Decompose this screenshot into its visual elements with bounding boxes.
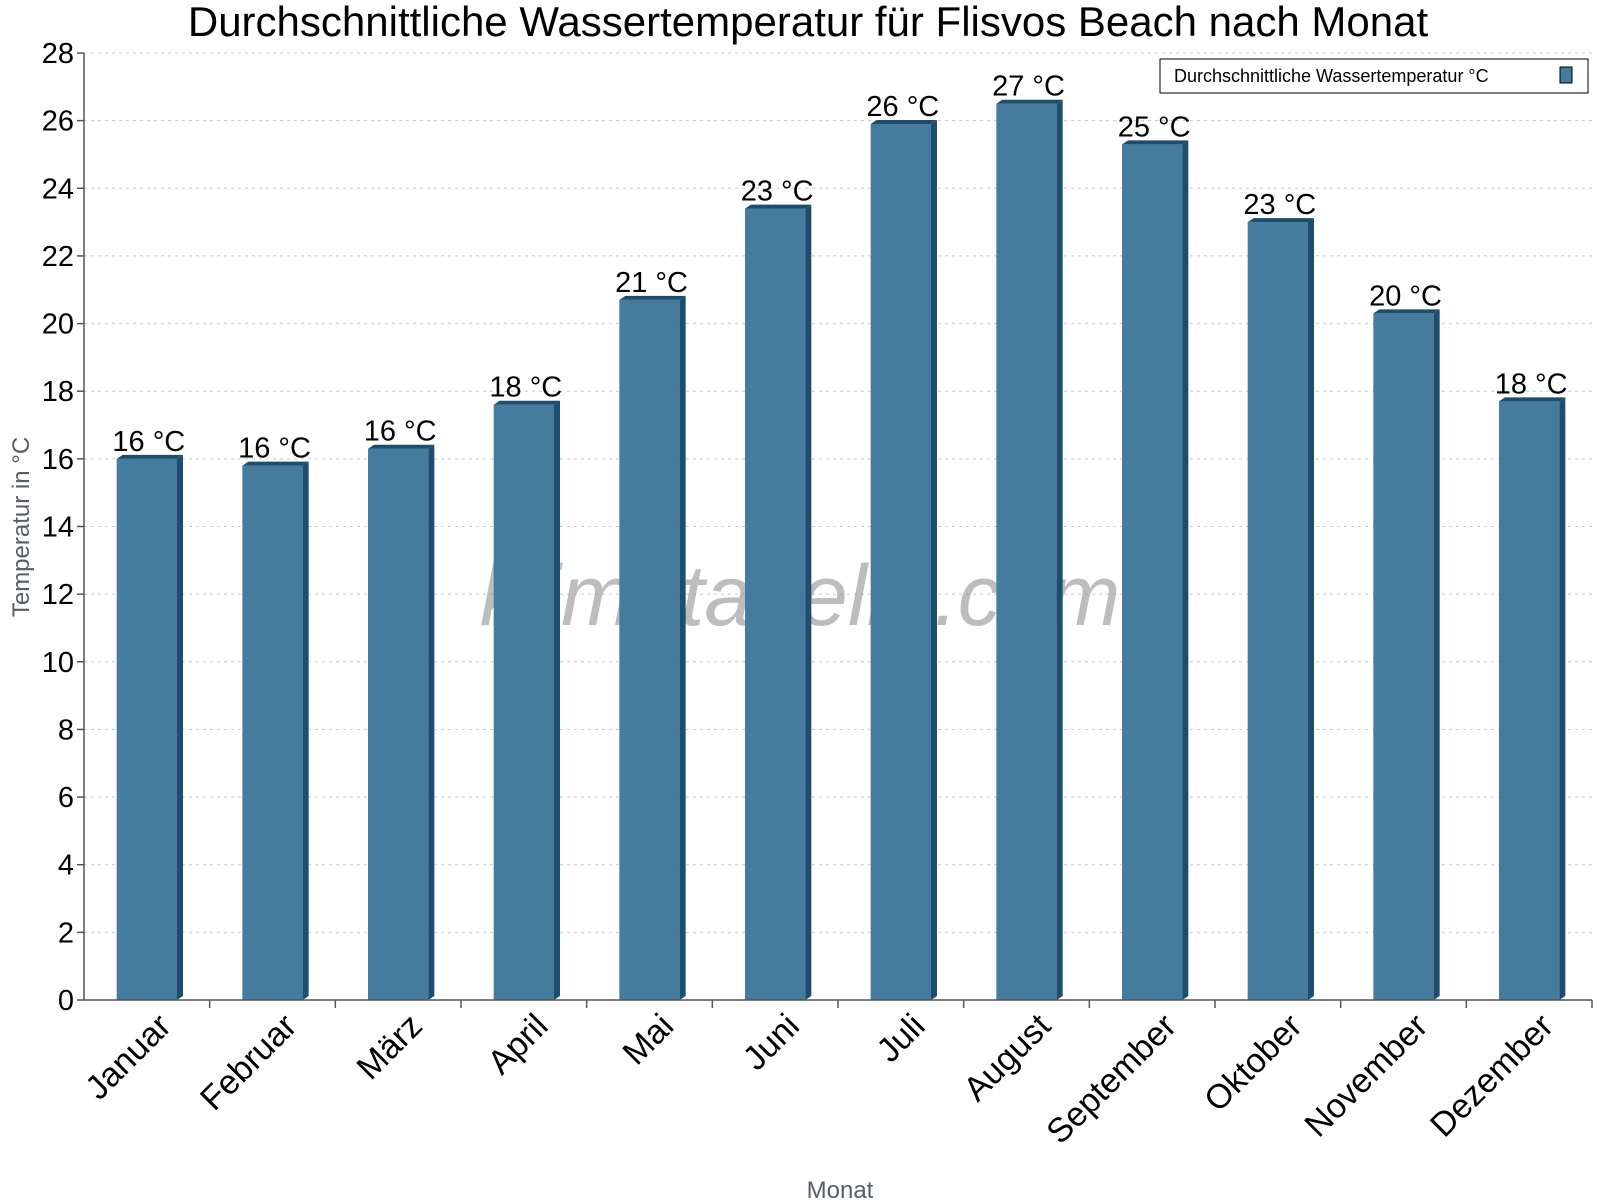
bar-face xyxy=(1373,313,1434,1000)
y-axis-title: Temperatur in °C xyxy=(8,437,35,617)
data-label: 16 °C xyxy=(112,426,185,458)
y-tick-label: 8 xyxy=(58,714,74,746)
bar-top xyxy=(1499,397,1566,402)
bar-side xyxy=(1433,309,1440,1000)
data-label: 20 °C xyxy=(1369,280,1442,312)
bar-side xyxy=(679,295,686,1000)
bar-top xyxy=(745,204,812,209)
y-tick-label: 28 xyxy=(42,38,74,70)
bar-face xyxy=(619,299,680,1000)
bar-september xyxy=(1122,140,1189,1000)
bar-face xyxy=(1122,144,1183,1000)
y-tick-label: 16 xyxy=(42,444,74,476)
bar-face xyxy=(368,448,429,1001)
bar-top xyxy=(1247,218,1314,223)
bar-april xyxy=(493,400,560,1000)
data-label: 18 °C xyxy=(1495,368,1568,400)
y-tick-label: 6 xyxy=(58,782,74,814)
data-label: 27 °C xyxy=(992,71,1065,103)
data-label: 25 °C xyxy=(1118,111,1191,143)
bar-august xyxy=(996,99,1063,1001)
bar-dezember xyxy=(1499,397,1566,1000)
legend-box xyxy=(1159,58,1589,94)
bar-top xyxy=(368,444,435,449)
bar-side xyxy=(1182,140,1189,1000)
bar-top xyxy=(870,120,937,125)
bar-juni xyxy=(745,204,812,1001)
bar-face xyxy=(493,404,554,1000)
y-tick-label: 2 xyxy=(58,917,74,949)
bar-face xyxy=(870,124,931,1000)
data-label: 23 °C xyxy=(741,176,814,208)
bar-side xyxy=(428,444,435,1001)
legend: Durchschnittliche Wassertemperatur °C xyxy=(1159,58,1589,94)
x-axis-title: Monat xyxy=(807,1177,874,1200)
bar-top xyxy=(996,99,1063,104)
bar-side xyxy=(553,400,560,1000)
y-tick-label: 12 xyxy=(42,579,74,611)
bar-oktober xyxy=(1247,218,1314,1000)
y-tick-label: 10 xyxy=(42,647,74,679)
y-tick-label: 26 xyxy=(42,106,74,138)
chart-title: Durchschnittliche Wassertemperatur für F… xyxy=(188,0,1429,45)
bar-top xyxy=(619,295,686,300)
bar-side xyxy=(805,204,812,1001)
bar-top xyxy=(116,454,183,459)
bar-side xyxy=(302,461,309,1000)
bar-face xyxy=(996,103,1057,1001)
bar-side xyxy=(1056,99,1063,1001)
y-tick-label: 0 xyxy=(58,985,74,1017)
bar-februar xyxy=(242,461,309,1000)
y-tick-label: 4 xyxy=(58,850,74,882)
bar-face xyxy=(1247,222,1308,1000)
bar-märz xyxy=(368,444,435,1001)
bar-november xyxy=(1373,309,1440,1000)
bar-januar xyxy=(116,454,183,1000)
bar-face xyxy=(116,458,177,1000)
legend-label: Durchschnittliche Wassertemperatur °C xyxy=(1174,66,1489,86)
bar-top xyxy=(1122,140,1189,145)
y-tick-label: 24 xyxy=(42,173,74,205)
bar-side xyxy=(930,120,937,1000)
data-label: 23 °C xyxy=(1243,189,1316,221)
bar-top xyxy=(493,400,560,405)
data-label: 16 °C xyxy=(364,416,437,448)
y-tick-label: 22 xyxy=(42,241,74,273)
bars xyxy=(116,99,1566,1001)
y-tick-label: 20 xyxy=(42,309,74,341)
data-label: 21 °C xyxy=(615,267,688,299)
data-labels: 16 °C 16 °C 16 °C 18 °C 21 °C 23 °C 26 °C 27 °C… xyxy=(112,71,1567,465)
bar-side xyxy=(1307,218,1314,1000)
data-label: 26 °C xyxy=(866,91,939,123)
bar-face xyxy=(1499,401,1560,1000)
data-label: 18 °C xyxy=(489,372,562,404)
bar-top xyxy=(1373,309,1440,314)
bar-juli xyxy=(870,120,937,1000)
y-tick-label: 18 xyxy=(42,376,74,408)
data-label: 16 °C xyxy=(238,433,311,465)
bar-side xyxy=(1559,397,1566,1000)
legend-swatch xyxy=(1559,66,1573,84)
bar-side xyxy=(176,454,183,1000)
y-tick-label: 14 xyxy=(42,512,74,544)
bar-face xyxy=(745,208,806,1001)
bar-face xyxy=(242,465,303,1000)
bar-top xyxy=(242,461,309,466)
bar-mai xyxy=(619,295,686,1000)
